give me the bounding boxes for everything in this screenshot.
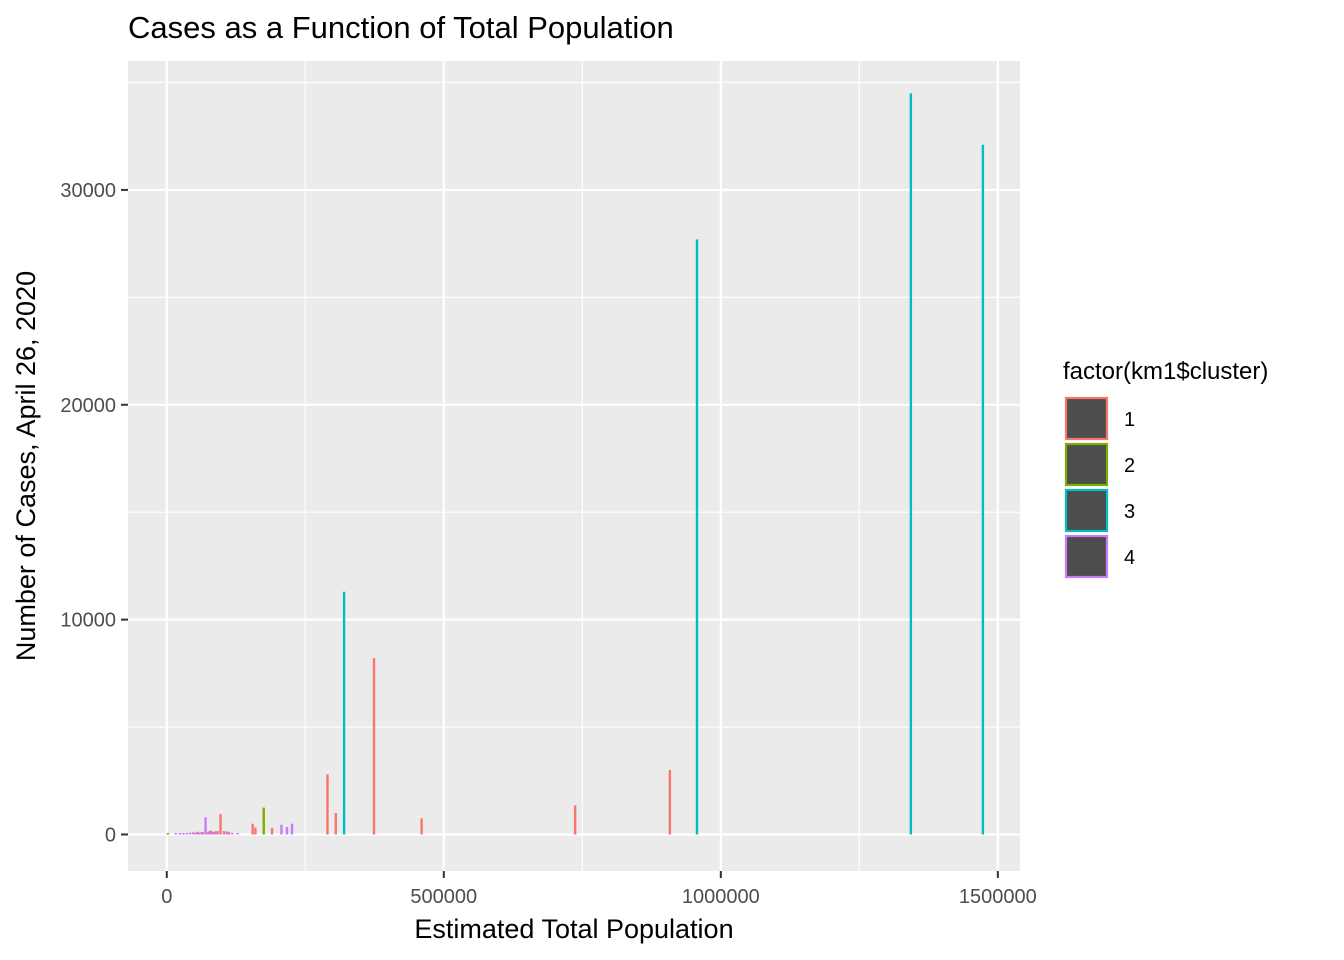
y-axis: 0 10000 20000 30000 — [60, 180, 128, 846]
x-tick-label: 1000000 — [682, 886, 760, 908]
x-tick-label: 1500000 — [959, 886, 1037, 908]
legend-key-3 — [1064, 488, 1109, 533]
y-tick-label: 10000 — [60, 610, 116, 632]
y-tick-label: 0 — [105, 824, 116, 846]
y-tick-label: 20000 — [60, 395, 116, 417]
y-axis-title: Number of Cases, April 26, 2020 — [11, 271, 41, 661]
x-tick-label: 0 — [161, 886, 172, 908]
x-axis-title: Estimated Total Population — [414, 914, 733, 944]
minor-gridlines — [128, 61, 1020, 871]
x-axis: 0 500000 1000000 1500000 — [161, 871, 1037, 908]
legend-label-2: 2 — [1124, 455, 1135, 477]
plot-panel — [128, 61, 1020, 871]
legend-title: factor(km1$cluster) — [1063, 358, 1268, 385]
y-tick-label: 30000 — [60, 180, 116, 202]
data-series — [166, 93, 985, 835]
major-gridlines — [128, 61, 1020, 871]
legend-label-4: 4 — [1124, 547, 1135, 569]
legend-label-3: 3 — [1124, 501, 1135, 523]
chart-title: Cases as a Function of Total Population — [128, 10, 674, 45]
legend-label-1: 1 — [1124, 409, 1135, 431]
legend-key-1 — [1064, 396, 1109, 441]
legend: factor(km1$cluster) 1 2 3 4 — [1063, 358, 1268, 579]
legend-key-4 — [1064, 534, 1109, 579]
legend-key-2 — [1064, 442, 1109, 487]
x-tick-label: 500000 — [410, 886, 477, 908]
